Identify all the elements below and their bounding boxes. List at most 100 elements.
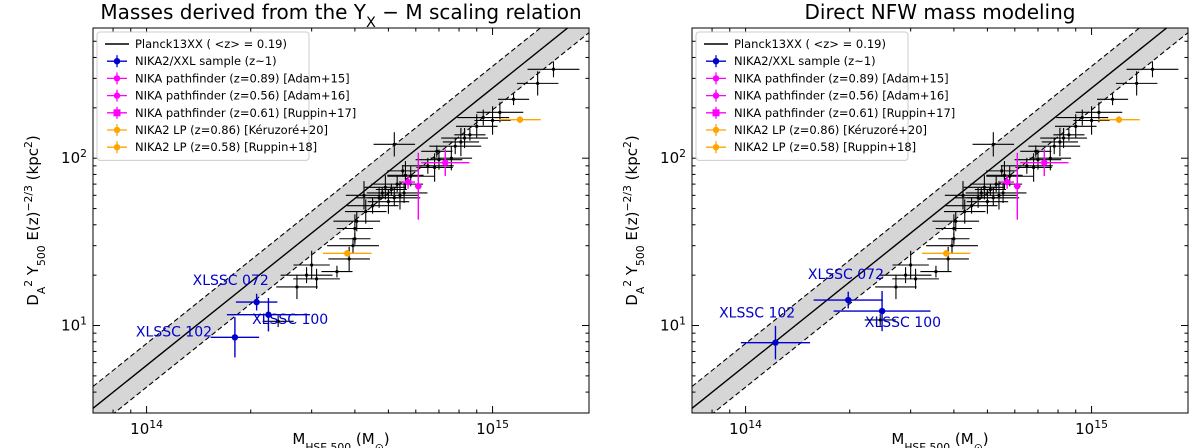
marker bbox=[1097, 110, 1101, 114]
marker bbox=[276, 319, 280, 323]
marker bbox=[1032, 165, 1036, 170]
marker bbox=[991, 142, 995, 146]
marker bbox=[994, 182, 998, 186]
legend-item: NIKA2 LP (z=0.86) [Kéruzoré+20] bbox=[706, 123, 927, 137]
marker bbox=[304, 273, 309, 277]
legend-item: Planck13XX ( <z> = 0.19) bbox=[704, 37, 886, 51]
data-point bbox=[345, 181, 383, 210]
axes-frame bbox=[92, 27, 590, 414]
marker bbox=[392, 142, 396, 146]
marker bbox=[449, 156, 453, 160]
marker bbox=[1048, 156, 1052, 160]
annotation-label: XLSSC 102 bbox=[136, 324, 212, 340]
data-point bbox=[1020, 149, 1069, 177]
marker bbox=[1025, 164, 1029, 168]
data-point bbox=[328, 246, 370, 272]
legend-box bbox=[695, 31, 909, 161]
marker bbox=[961, 193, 965, 197]
data-point bbox=[415, 149, 463, 170]
legend-label: NIKA pathfinder (z=0.56) [Adam+16] bbox=[734, 89, 949, 103]
marker bbox=[383, 185, 387, 189]
data-point bbox=[1020, 145, 1052, 158]
data-point bbox=[1029, 146, 1072, 171]
data-point bbox=[813, 291, 883, 309]
legend-label: NIKA pathfinder (z=0.61) [Ruppin+17] bbox=[734, 106, 955, 120]
marker bbox=[426, 164, 430, 168]
data-point bbox=[974, 183, 1006, 196]
marker bbox=[511, 97, 516, 101]
data-point bbox=[339, 232, 371, 245]
legend-marker bbox=[712, 126, 720, 134]
x-tick-label: 1014 bbox=[729, 418, 762, 439]
legend-item: NIKA pathfinder (z=0.61) [Ruppin+17] bbox=[107, 106, 356, 120]
data-point bbox=[327, 237, 379, 254]
marker bbox=[398, 193, 402, 197]
marker bbox=[1008, 174, 1012, 178]
legend-label: NIKA2 LP (z=0.58) [Ruppin+18] bbox=[135, 140, 317, 154]
x-axis-label: MHSE,500 (M⊙) bbox=[891, 430, 988, 448]
legend-marker bbox=[113, 92, 121, 99]
marker bbox=[772, 339, 779, 346]
marker bbox=[1001, 191, 1005, 195]
legend-label: NIKA2/XXL sample (z~1) bbox=[734, 54, 876, 68]
marker bbox=[536, 81, 540, 85]
legend: Planck13XX ( <z> = 0.19) NIKA2/XXL sample… bbox=[96, 31, 356, 161]
data-point bbox=[892, 250, 929, 280]
marker bbox=[370, 204, 375, 208]
marker bbox=[952, 226, 956, 231]
y-tick-label: 101 bbox=[660, 314, 686, 335]
marker bbox=[1041, 159, 1048, 166]
chart-panel-2: 1014 1015 101 102 Direct NFW mass modeling MH… bbox=[621, 0, 1189, 448]
marker bbox=[314, 277, 319, 281]
data-point bbox=[1126, 61, 1179, 78]
data-point bbox=[1098, 116, 1140, 123]
y-tick-label: 102 bbox=[660, 147, 686, 168]
marker bbox=[985, 200, 990, 204]
data-point bbox=[416, 153, 453, 182]
x-tick-label: 1015 bbox=[476, 418, 509, 439]
data-point bbox=[966, 189, 1009, 214]
data-point bbox=[368, 189, 421, 206]
legend-item: NIKA pathfinder (z=0.56) [Adam+16] bbox=[706, 89, 949, 103]
marker bbox=[386, 200, 391, 204]
legend-item: Planck13XX ( <z> = 0.19) bbox=[105, 37, 287, 51]
data-point bbox=[1028, 138, 1081, 155]
data-point bbox=[1073, 106, 1110, 135]
legend-marker bbox=[712, 144, 720, 151]
annotation-label: XLSSC 100 bbox=[252, 312, 328, 328]
marker bbox=[1003, 178, 1011, 186]
marker bbox=[409, 174, 413, 178]
marker bbox=[1061, 136, 1066, 140]
data-point bbox=[235, 293, 278, 311]
legend-item: NIKA pathfinder (z=0.89) [Adam+15] bbox=[706, 71, 949, 85]
marker bbox=[435, 149, 439, 153]
legend-label: NIKA2 LP (z=0.86) [Kéruzoré+20] bbox=[734, 123, 927, 137]
marker bbox=[1000, 169, 1004, 173]
legend-marker bbox=[712, 109, 720, 117]
legend-marker bbox=[712, 92, 720, 99]
data-point bbox=[921, 249, 971, 257]
marker bbox=[343, 250, 351, 257]
x-tick-label: 1015 bbox=[1075, 418, 1108, 439]
data-point bbox=[1040, 127, 1087, 149]
relation-band bbox=[692, 28, 1188, 413]
data-point bbox=[499, 116, 541, 123]
marker bbox=[362, 193, 366, 197]
data-point bbox=[455, 114, 498, 139]
marker bbox=[952, 237, 956, 241]
marker bbox=[1036, 158, 1040, 162]
legend-label: NIKA2 LP (z=0.58) [Ruppin+18] bbox=[734, 140, 916, 154]
relation-band bbox=[93, 28, 589, 413]
relation-line bbox=[93, 28, 569, 409]
legend-item: NIKA2 LP (z=0.86) [Kéruzoré+20] bbox=[107, 123, 328, 137]
data-point bbox=[322, 249, 372, 257]
data-point bbox=[1000, 175, 1015, 189]
legend-item: NIKA2 LP (z=0.58) [Ruppin+18] bbox=[706, 140, 916, 154]
marker bbox=[459, 140, 463, 144]
data-point bbox=[429, 138, 482, 155]
data-point bbox=[346, 197, 399, 214]
marker bbox=[392, 196, 396, 200]
marker bbox=[878, 307, 886, 315]
legend-marker bbox=[113, 126, 121, 134]
marker bbox=[991, 196, 995, 200]
